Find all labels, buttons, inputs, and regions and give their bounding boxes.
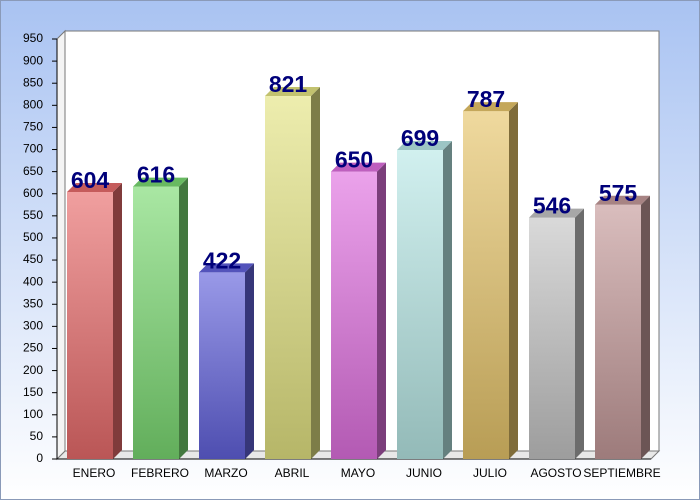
- y-tick-label: 550: [23, 208, 43, 222]
- data-label: 650: [335, 147, 373, 173]
- data-label: 546: [533, 193, 571, 219]
- bar-side: [113, 182, 122, 459]
- bar-front: [331, 171, 377, 459]
- y-tick-label: 200: [23, 363, 43, 377]
- bar-front: [133, 186, 179, 460]
- y-tick-label: 650: [23, 164, 43, 178]
- bar-top: [199, 263, 254, 273]
- bar-side: [377, 162, 386, 459]
- bar-top: [133, 177, 188, 187]
- data-label: 821: [269, 71, 308, 97]
- data-label: 604: [71, 167, 110, 193]
- bar-front: [265, 96, 311, 459]
- y-tick-label: 850: [23, 75, 43, 89]
- bar-side: [179, 177, 188, 460]
- x-tick-label: JULIO: [473, 466, 507, 480]
- bar-side: [641, 195, 650, 459]
- y-tick-label: 300: [23, 319, 43, 333]
- bar-side: [575, 208, 584, 459]
- bar-top: [529, 208, 584, 218]
- bar-front: [595, 204, 641, 459]
- y-tick-label: 450: [23, 252, 43, 266]
- data-label: 422: [203, 248, 241, 274]
- y-tick-label: 250: [23, 341, 43, 355]
- bar-top: [397, 140, 452, 150]
- bar-front: [397, 149, 443, 459]
- bar-front: [199, 272, 245, 459]
- y-tick-label: 500: [23, 230, 43, 244]
- bar-front: [67, 191, 113, 459]
- bar-top: [331, 162, 386, 172]
- x-tick-label: MARZO: [204, 466, 247, 480]
- x-tick-label: ENERO: [73, 466, 116, 480]
- data-label: 699: [401, 125, 439, 151]
- bar-top: [595, 195, 650, 205]
- y-tick-label: 0: [36, 451, 43, 465]
- bar-front: [463, 111, 509, 459]
- x-tick-label: FEBRERO: [131, 466, 189, 480]
- data-label: 575: [599, 180, 638, 206]
- bar-top: [265, 87, 320, 97]
- y-tick-label: 400: [23, 274, 43, 288]
- y-tick-label: 100: [23, 407, 43, 421]
- x-tick-label: ABRIL: [275, 466, 310, 480]
- x-tick-label: SEPTIEMBRE: [583, 466, 660, 480]
- bar-top: [463, 102, 518, 112]
- x-tick-label: JUNIO: [406, 466, 442, 480]
- bar-side: [509, 102, 518, 459]
- y-tick-label: 150: [23, 385, 43, 399]
- data-label: 616: [137, 162, 175, 188]
- y-tick-label: 900: [23, 53, 43, 67]
- bar-side: [311, 87, 320, 459]
- x-tick-label: AGOSTO: [530, 466, 581, 480]
- y-tick-label: 50: [30, 429, 44, 443]
- y-tick-label: 750: [23, 120, 43, 134]
- y-tick-label: 800: [23, 97, 43, 111]
- y-tick-label: 600: [23, 186, 43, 200]
- side-wall: [56, 29, 66, 461]
- y-tick-label: 700: [23, 142, 43, 156]
- x-tick-label: MAYO: [341, 466, 375, 480]
- bar-top: [67, 182, 122, 192]
- bar-front: [529, 217, 575, 459]
- bar-side: [245, 263, 254, 459]
- bar-side: [443, 140, 452, 459]
- data-label: 787: [467, 86, 505, 112]
- y-tick-label: 950: [23, 31, 43, 45]
- y-tick-label: 350: [23, 296, 43, 310]
